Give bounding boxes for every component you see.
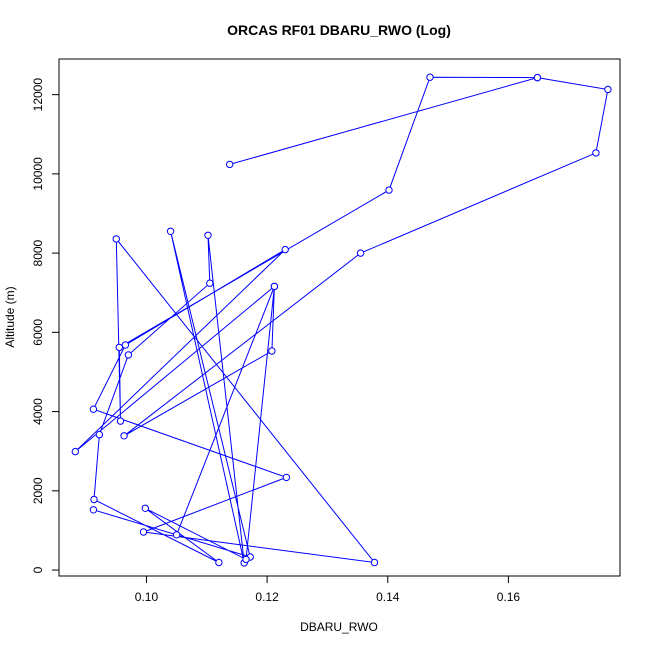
series-line: [74, 76, 609, 564]
x-tick-label: 0.16: [497, 590, 521, 604]
y-tick-label: 8000: [31, 239, 45, 266]
data-point: [120, 432, 128, 440]
data-point: [89, 405, 98, 413]
data-point: [270, 282, 279, 291]
y-tick-label: 10000: [31, 157, 45, 191]
data-point: [268, 347, 276, 355]
y-axis-label: Altitude (m): [3, 286, 17, 347]
x-tick-label: 0.14: [376, 590, 400, 604]
data-point: [89, 506, 98, 514]
y-tick-label: 12000: [31, 78, 45, 112]
data-point: [281, 245, 289, 254]
data-point: [282, 473, 291, 482]
data-point: [206, 279, 214, 287]
data-point: [112, 235, 121, 243]
data-point: [71, 447, 80, 456]
y-tick-label: 4000: [31, 398, 45, 425]
data-point: [604, 85, 612, 94]
data-point: [215, 558, 223, 567]
y-tick-label: 2000: [31, 477, 45, 504]
plot-frame: [58, 58, 621, 577]
y-axis: 0 2000 4000 6000 8000 10000 12000: [31, 78, 60, 573]
data-point: [124, 351, 133, 359]
data-point: [95, 430, 104, 439]
data-point: [121, 341, 130, 349]
data-point: [115, 343, 124, 352]
data-point: [242, 555, 250, 564]
data-point: [533, 73, 542, 82]
data-point: [141, 504, 150, 512]
data-point: [90, 495, 98, 504]
data-point: [385, 186, 393, 194]
x-axis: 0.10 0.12 0.14 0.16: [135, 575, 521, 604]
data-point: [204, 231, 212, 240]
data-point: [226, 160, 234, 169]
y-tick-label: 0: [31, 566, 45, 573]
data-point: [426, 73, 434, 81]
data-point: [592, 149, 600, 157]
data-point: [166, 227, 175, 236]
plot-area: [71, 73, 612, 567]
data-point: [139, 528, 148, 536]
data-point: [370, 558, 379, 567]
chart-title: ORCAS RF01 DBARU_RWO (Log): [227, 22, 451, 38]
data-point: [356, 249, 365, 257]
data-point: [172, 531, 181, 539]
data-point: [116, 417, 125, 425]
x-tick-label: 0.10: [135, 590, 159, 604]
x-axis-label: DBARU_RWO: [300, 620, 378, 634]
x-tick-label: 0.12: [255, 590, 279, 604]
y-tick-label: 6000: [31, 319, 45, 346]
